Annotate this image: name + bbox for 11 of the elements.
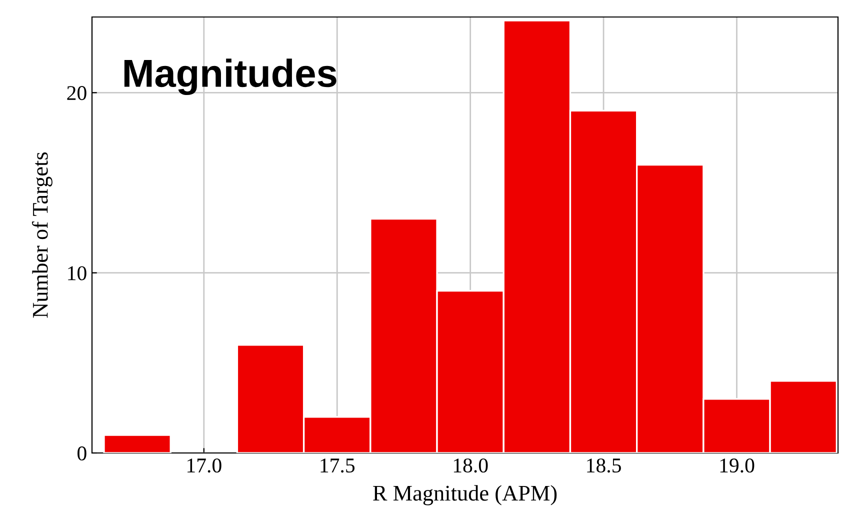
x-tick-label: 17.5 <box>320 458 355 473</box>
x-tick-label: 17.0 <box>188 458 222 473</box>
y-tick-label: 20 <box>67 86 86 100</box>
y-tick-label: 10 <box>68 266 86 280</box>
y-tick-label: 0 <box>78 446 86 460</box>
x-tick-label: 19.0 <box>720 458 754 473</box>
x-tick-label: 18.0 <box>454 458 488 473</box>
text: Magnitudes <box>124 58 336 95</box>
y-axis-title: Number of Targets <box>32 152 52 318</box>
x-tick-label: 18.5 <box>587 458 621 473</box>
x-axis-title: R Magnitude (APM) <box>373 485 557 506</box>
